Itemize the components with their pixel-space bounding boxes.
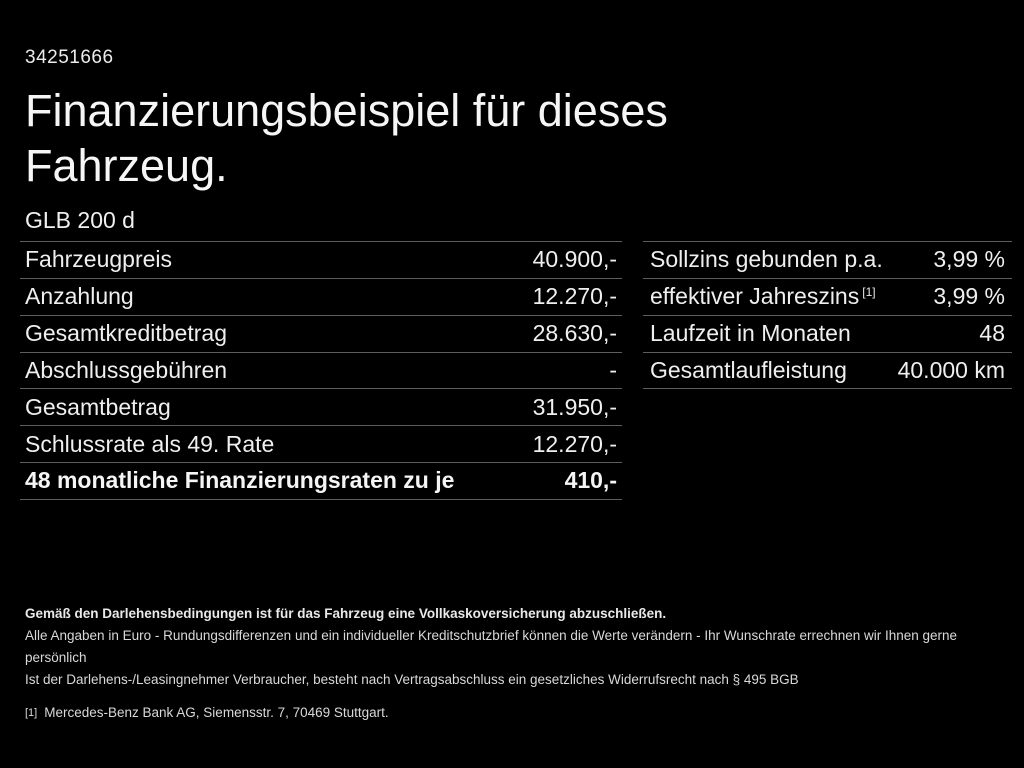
footnote-marker: [1]	[25, 707, 38, 719]
conditions-table: Sollzins gebunden p.a. 3,99 % effektiver…	[643, 241, 1012, 390]
row-value: -	[609, 356, 617, 383]
table-row: Gesamtlaufleistung 40.000 km	[643, 351, 1012, 389]
row-value: 40.000 km	[897, 356, 1005, 383]
row-label: Anzahlung	[25, 283, 134, 310]
legal-disclaimer: Gemäß den Darlehensbedingungen ist für d…	[25, 603, 1005, 725]
row-label: Abschlussgebühren	[25, 356, 228, 383]
row-value: 40.900,-	[532, 246, 617, 273]
table-row: Schlussrate als 49. Rate 12.270,-	[20, 425, 622, 462]
table-row: Anzahlung 12.270,-	[20, 277, 622, 315]
row-label: Gesamtbetrag	[25, 393, 171, 420]
row-label: Laufzeit in Monaten	[650, 320, 851, 347]
table-row: Gesamtkreditbetrag 28.630,-	[20, 314, 622, 352]
footnote-text: Mercedes-Benz Bank AG, Siemensstr. 7, 70…	[44, 705, 389, 720]
row-value: 31.950,-	[532, 393, 617, 420]
table-row: Gesamtbetrag 31.950,-	[20, 388, 622, 425]
table-row: Fahrzeugpreis 40.900,-	[20, 241, 622, 278]
row-label: effektiver Jahreszins [1]	[650, 283, 876, 310]
disclaimer-line: Ist der Darlehens-/Leasingnehmer Verbrau…	[25, 672, 799, 687]
disclaimer-line: Alle Angaben in Euro - Rundungsdifferenz…	[25, 628, 958, 665]
row-value: 410,-	[564, 467, 617, 494]
insurance-note: Gemäß den Darlehensbedingungen ist für d…	[25, 606, 667, 621]
row-value: 28.630,-	[532, 320, 617, 347]
row-value: 3,99 %	[933, 246, 1005, 273]
page-title: Finanzierungsbeispiel für dieses Fahrzeu…	[25, 83, 668, 193]
row-label: Fahrzeugpreis	[25, 246, 173, 273]
table-row: Laufzeit in Monaten 48	[643, 314, 1012, 352]
row-label: Gesamtkreditbetrag	[25, 320, 227, 347]
table-row-monthly-rate: 48 monatliche Finanzierungsraten zu je 4…	[20, 462, 622, 499]
document-id: 34251666	[25, 47, 114, 68]
row-label: Sollzins gebunden p.a.	[650, 246, 883, 273]
footnote: [1] Mercedes-Benz Bank AG, Siemensstr. 7…	[25, 702, 1005, 725]
page-title-line1: Finanzierungsbeispiel für dieses	[25, 85, 668, 136]
row-value: 48	[979, 320, 1005, 347]
vehicle-model: GLB 200 d	[25, 207, 135, 233]
row-value: 12.270,-	[532, 283, 617, 310]
row-label: 48 monatliche Finanzierungsraten zu je	[25, 467, 455, 494]
table-row: Abschlussgebühren -	[20, 351, 622, 389]
page-title-line2: Fahrzeug.	[25, 140, 228, 191]
table-row: Sollzins gebunden p.a. 3,99 %	[643, 241, 1012, 278]
footnote-superscript: [1]	[862, 285, 876, 300]
row-value: 12.270,-	[532, 430, 617, 457]
table-row: effektiver Jahreszins [1] 3,99 %	[643, 277, 1012, 315]
row-value: 3,99 %	[933, 283, 1005, 310]
finance-table: Fahrzeugpreis 40.900,- Anzahlung 12.270,…	[20, 241, 622, 500]
row-label: Schlussrate als 49. Rate	[25, 430, 275, 457]
row-label: Gesamtlaufleistung	[650, 356, 847, 383]
